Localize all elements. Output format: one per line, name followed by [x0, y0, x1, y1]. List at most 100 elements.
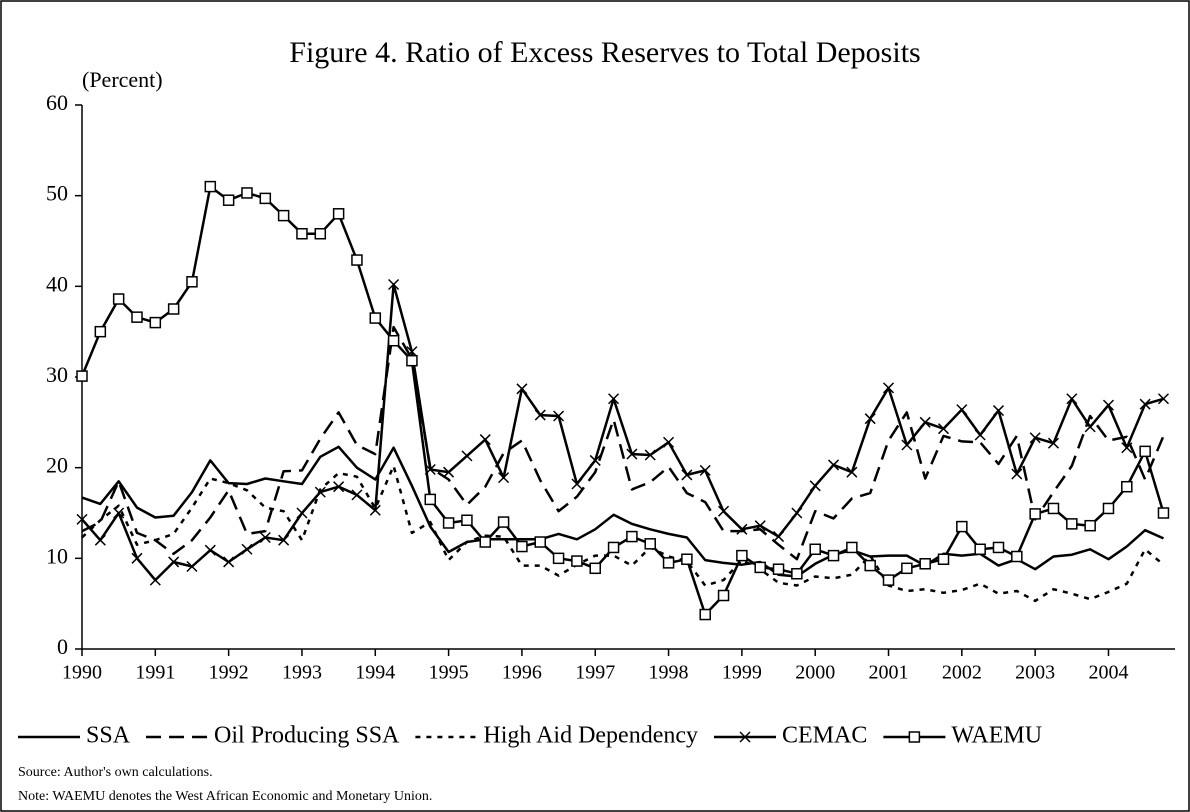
marker-square: [919, 558, 931, 570]
series-line: [81, 445, 1165, 578]
x-tick-label: 2001: [869, 662, 909, 684]
marker-x: [791, 507, 803, 519]
y-axis-label: (Percent): [82, 67, 163, 92]
series-line: [81, 464, 1165, 603]
marker-square: [296, 227, 308, 240]
y-tick-label: 20: [46, 453, 68, 478]
marker-x: [1011, 468, 1023, 480]
marker-square: [846, 541, 858, 554]
marker-square: [626, 530, 638, 543]
marker-x: [168, 556, 180, 568]
marker-square: [1066, 518, 1078, 530]
marker-square: [717, 589, 730, 602]
marker-square: [149, 316, 162, 329]
marker-square: [369, 312, 382, 324]
chart-title: Figure 4. Ratio of Excess Reserves to To…: [289, 36, 920, 69]
marker-x: [919, 416, 931, 428]
y-tick-label: 60: [46, 90, 68, 115]
marker-x: [589, 454, 601, 466]
x-tick-label: 2003: [1015, 662, 1055, 684]
marker-square: [424, 493, 437, 506]
marker-square: [516, 540, 528, 553]
marker-square: [131, 311, 143, 323]
marker-square: [1157, 507, 1170, 519]
marker-square: [699, 608, 711, 621]
marker-square: [186, 276, 198, 288]
marker-square: [442, 517, 455, 529]
marker-square: [112, 293, 125, 305]
marker-x: [388, 278, 400, 291]
marker-square: [736, 549, 748, 562]
marker-x: [974, 429, 986, 441]
y-tick-label: 10: [46, 543, 68, 568]
x-tick-label: 1993: [282, 662, 322, 684]
x-tick-label: 1999: [722, 662, 762, 684]
marker-x: [131, 552, 143, 564]
marker-x: [1029, 432, 1041, 444]
marker-square: [827, 549, 840, 562]
marker-square: [974, 543, 986, 556]
y-tick-label: 50: [46, 181, 68, 206]
x-tick-label: 2000: [795, 662, 835, 684]
marker-x: [937, 423, 950, 435]
marker-x: [113, 507, 125, 519]
marker-square: [259, 192, 272, 205]
x-tick-label: 1998: [649, 662, 689, 684]
marker-square: [314, 227, 327, 240]
marker-square: [607, 541, 620, 554]
marker-x: [681, 469, 693, 481]
marker-square: [1011, 550, 1023, 563]
x-tick-label: 2004: [1088, 662, 1128, 684]
marker-x: [754, 520, 766, 532]
marker-x: [901, 439, 913, 451]
marker-x: [1157, 393, 1170, 405]
marker-x: [241, 543, 253, 555]
x-tick-label: 2002: [942, 662, 982, 684]
marker-square: [937, 553, 950, 565]
marker-x: [608, 393, 620, 405]
marker-x: [259, 531, 271, 544]
marker-x: [204, 544, 216, 556]
marker-x: [223, 556, 235, 568]
y-tick-label: 30: [46, 362, 68, 387]
marker-x: [461, 450, 473, 462]
marker-square: [681, 553, 693, 565]
marker-x: [534, 409, 546, 421]
marker-square: [1102, 502, 1115, 515]
marker-square: [497, 516, 510, 528]
y-tick-label: 40: [46, 271, 68, 296]
marker-square: [644, 538, 656, 550]
marker-square: [479, 536, 492, 548]
marker-square: [222, 194, 235, 206]
marker-square: [772, 563, 785, 575]
marker-x: [1084, 421, 1096, 433]
marker-square: [571, 555, 583, 567]
legend-label: High Aid Dependency: [483, 723, 698, 749]
marker-x: [663, 436, 675, 448]
marker-square: [589, 562, 601, 575]
legend-label: Oil Producing SSA: [214, 723, 400, 749]
marker-x: [992, 405, 1005, 417]
series-line: [81, 325, 1165, 561]
legend-label: SSA: [86, 723, 131, 749]
marker-x: [443, 466, 455, 478]
x-tick-label: 1996: [502, 662, 542, 684]
x-tick-label: 1994: [355, 662, 395, 684]
marker-x: [809, 480, 821, 492]
marker-x: [498, 472, 510, 484]
legend-label: WAEMU: [951, 723, 1042, 749]
marker-square: [809, 543, 821, 556]
marker-x: [76, 513, 88, 525]
marker-x: [278, 534, 290, 546]
marker-x: [94, 534, 106, 546]
marker-square: [94, 325, 107, 338]
marker-square: [406, 354, 418, 367]
marker-x: [739, 731, 751, 743]
marker-x: [149, 574, 161, 586]
marker-x: [773, 531, 785, 543]
marker-square: [534, 536, 546, 548]
marker-square: [754, 561, 766, 574]
marker-square: [1084, 519, 1096, 532]
